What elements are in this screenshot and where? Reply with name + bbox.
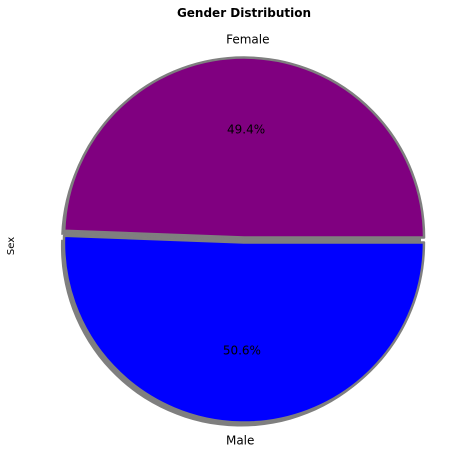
percent-label-female: 49.4% bbox=[227, 123, 265, 137]
percent-label-male: 50.6% bbox=[223, 344, 261, 358]
y-axis-label: Sex bbox=[6, 237, 17, 255]
slice-label-male: Male bbox=[226, 434, 254, 448]
chart-title: Gender Distribution bbox=[177, 6, 311, 20]
pie-slice-male bbox=[62, 234, 426, 424]
pie-slices-group bbox=[62, 56, 426, 424]
slice-label-female: Female bbox=[226, 33, 269, 47]
pie-labels-group: Female 49.4% Male 50.6% bbox=[223, 33, 270, 448]
pie-slice-female bbox=[62, 56, 426, 239]
